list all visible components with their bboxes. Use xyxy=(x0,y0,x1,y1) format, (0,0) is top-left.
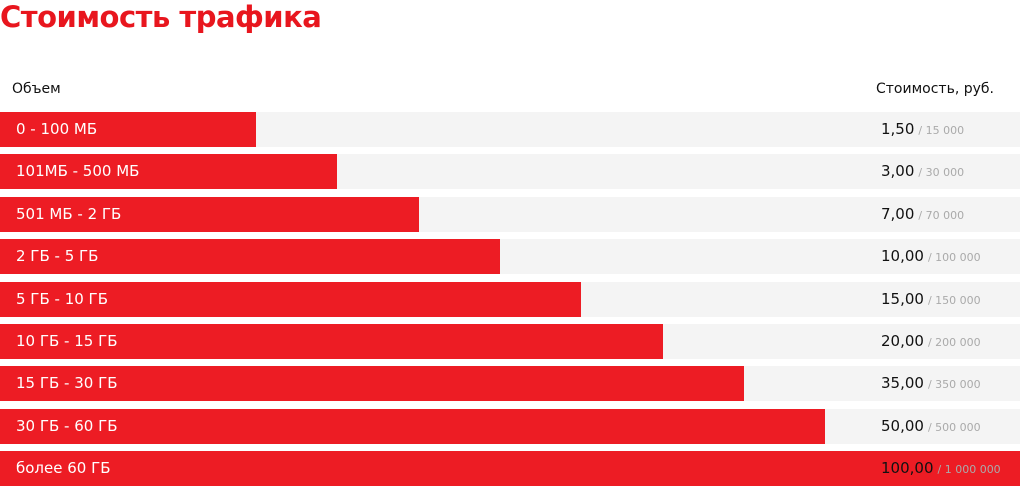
table-row: более 60 ГБ 100,00/ 1 000 000 xyxy=(0,451,1020,487)
table-row: 501 МБ - 2 ГБ 7,00/ 70 000 xyxy=(0,196,1020,233)
volume-bar xyxy=(0,239,500,275)
volume-range: 5 ГБ - 10 ГБ xyxy=(16,289,108,308)
price-per-gb: / 15 000 xyxy=(918,124,965,137)
price-value: 7,00 xyxy=(881,204,915,223)
volume-range: 2 ГБ - 5 ГБ xyxy=(16,247,99,266)
price-value: 100,00 xyxy=(881,459,934,478)
table-row: 5 ГБ - 10 ГБ 15,00/ 150 000 xyxy=(0,281,1020,318)
table-row: 0 - 100 МБ 1,50/ 15 000 xyxy=(0,112,1020,147)
price-cell: 50,00/ 500 000 xyxy=(881,409,981,445)
volume-range: 0 - 100 МБ xyxy=(16,120,98,138)
price-header: Стоимость, руб. xyxy=(876,81,994,97)
price-value: 15,00 xyxy=(881,289,924,308)
table-row: 10 ГБ - 15 ГБ 20,00/ 200 000 xyxy=(0,324,1020,359)
volume-header: Объем xyxy=(12,81,61,97)
volume-bar xyxy=(0,451,1020,487)
volume-bar xyxy=(0,154,338,190)
volume-bar xyxy=(0,324,663,359)
price-per-gb: / 500 000 xyxy=(927,420,981,434)
price-value: 50,00 xyxy=(881,416,924,435)
price-cell: 20,00/ 200 000 xyxy=(881,324,981,360)
table-row: 101МБ - 500 МБ 3,00/ 30 000 xyxy=(0,154,1020,190)
volume-bar xyxy=(0,112,256,147)
price-cell: 15,00/ 150 000 xyxy=(881,282,981,318)
price-per-gb: / 30 000 xyxy=(918,166,965,180)
price-value: 20,00 xyxy=(881,332,924,350)
title: Стоимость трафика xyxy=(0,0,322,34)
volume-range: 501 МБ - 2 ГБ xyxy=(16,204,122,223)
price-cell: 100,00/ 1 000 000 xyxy=(881,451,1001,487)
price-cell: 35,00/ 350 000 xyxy=(881,366,981,402)
volume-bar xyxy=(0,366,744,402)
volume-range: 10 ГБ - 15 ГБ xyxy=(16,332,118,350)
price-per-gb: / 350 000 xyxy=(927,378,981,392)
price-value: 35,00 xyxy=(881,374,924,393)
volume-range: 30 ГБ - 60 ГБ xyxy=(16,416,118,435)
price-per-gb: / 1 000 000 xyxy=(937,463,1001,477)
volume-bar xyxy=(0,281,582,317)
table-row: 30 ГБ - 60 ГБ 50,00/ 500 000 xyxy=(0,408,1020,445)
price-value: 10,00 xyxy=(881,247,924,266)
volume-bar xyxy=(0,408,826,444)
price-per-gb: / 100 000 xyxy=(927,251,981,265)
price-cell: 1,50/ 15 000 xyxy=(881,112,964,148)
price-per-gb: / 200 000 xyxy=(927,336,981,349)
price-value: 3,00 xyxy=(881,162,915,181)
price-cell: 10,00/ 100 000 xyxy=(881,239,981,275)
volume-bar xyxy=(0,196,419,232)
price-cell: 3,00/ 30 000 xyxy=(881,154,964,190)
volume-range: 101МБ - 500 МБ xyxy=(16,162,140,181)
price-per-gb: / 150 000 xyxy=(927,293,981,307)
volume-range: более 60 ГБ xyxy=(16,459,111,478)
price-cell: 7,00/ 70 000 xyxy=(881,197,964,233)
table-row: 2 ГБ - 5 ГБ 10,00/ 100 000 xyxy=(0,239,1020,275)
price-per-gb: / 70 000 xyxy=(918,208,965,222)
table-row: 15 ГБ - 30 ГБ 35,00/ 350 000 xyxy=(0,366,1020,402)
price-value: 1,50 xyxy=(881,120,915,138)
volume-range: 15 ГБ - 30 ГБ xyxy=(16,374,118,393)
